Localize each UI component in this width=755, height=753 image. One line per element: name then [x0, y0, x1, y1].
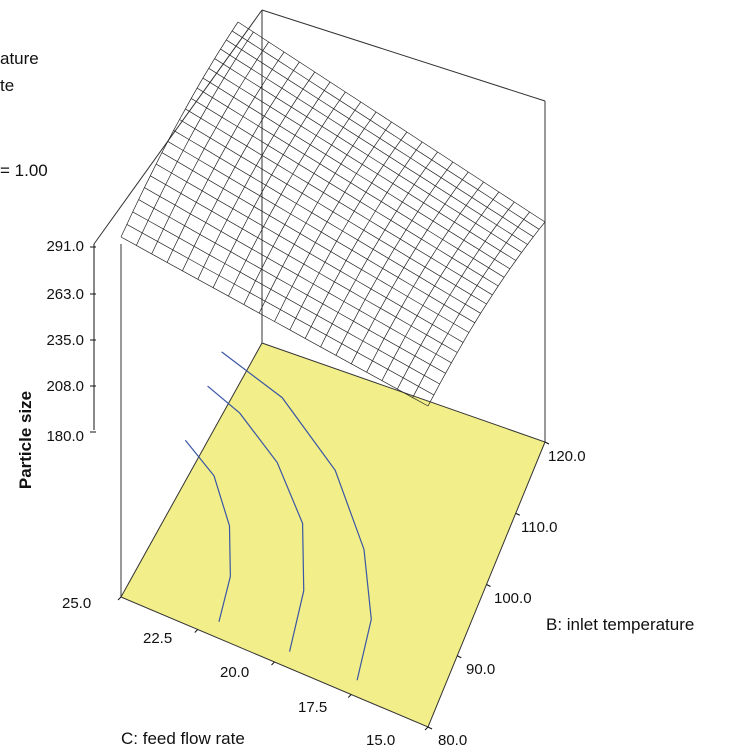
bounding-box: [93, 9, 546, 597]
title-fragment-1: ature: [0, 49, 39, 68]
y-tick-label: 20.0: [220, 664, 249, 681]
mesh-line: [197, 71, 316, 280]
mesh-line: [151, 41, 269, 255]
mesh-line: [366, 181, 484, 373]
tick-marks: [90, 244, 550, 731]
mesh-line: [396, 201, 515, 390]
z-tick-label: 263.0: [46, 286, 84, 303]
mesh-line: [258, 111, 377, 314]
contour-line: [221, 351, 372, 681]
x-tick-label: 100.0: [494, 590, 532, 607]
y-tick-mark: [194, 629, 199, 633]
contour-line: [184, 439, 231, 622]
y-tick-label: 15.0: [366, 732, 395, 749]
mesh-line: [182, 61, 300, 271]
mesh-line: [228, 91, 346, 297]
x-tick-mark: [544, 441, 550, 445]
y-tick-mark: [424, 726, 429, 731]
y-tick-mark: [271, 661, 275, 666]
mesh-line: [274, 121, 392, 322]
x-tick-mark: [427, 726, 433, 730]
z-tick-label: 208.0: [46, 378, 84, 395]
x-tick-mark: [486, 584, 491, 587]
mesh-line: [289, 131, 408, 331]
mesh-line: [243, 101, 362, 305]
box-edge: [93, 9, 263, 245]
mesh-line: [120, 21, 239, 238]
x-tick-label: 120.0: [548, 448, 586, 465]
z-tick-label: 235.0: [46, 332, 84, 349]
mesh-line: [335, 161, 454, 356]
mesh-line: [166, 51, 285, 263]
mesh-line: [350, 171, 469, 364]
contour-lines: [184, 351, 372, 681]
x-tick-mark: [457, 655, 462, 659]
contour-line: [207, 385, 305, 652]
y-tick-label: 25.0: [62, 595, 91, 612]
y-axis-label: C: feed flow rate: [121, 729, 245, 748]
x-tick-label: 90.0: [466, 661, 495, 678]
mesh-line: [212, 81, 331, 288]
mesh-line: [136, 31, 254, 246]
y-tick-mark: [347, 694, 352, 698]
mesh-line: [412, 211, 530, 398]
mesh-line: [427, 221, 546, 407]
mesh-line: [381, 191, 500, 381]
box-edge: [261, 9, 546, 102]
z-axis-label: Particle size: [16, 391, 35, 489]
x-tick-label: 80.0: [438, 732, 467, 749]
y-tick-mark: [117, 596, 122, 601]
y-tick-label: 22.5: [143, 630, 172, 647]
x-axis-label: B: inlet temperature: [546, 615, 694, 634]
z-tick-label: 180.0: [46, 428, 84, 445]
mesh-line: [320, 151, 438, 348]
x-tick-mark: [515, 512, 520, 516]
y-tick-label: 17.5: [298, 699, 327, 716]
title-fragment-2: te: [0, 76, 14, 95]
title-fragment-3: = 1.00: [0, 161, 48, 180]
surface-mesh: [120, 21, 546, 407]
z-tick-label: 291.0: [46, 238, 84, 255]
mesh-line: [304, 141, 423, 339]
x-tick-label: 110.0: [521, 519, 557, 536]
